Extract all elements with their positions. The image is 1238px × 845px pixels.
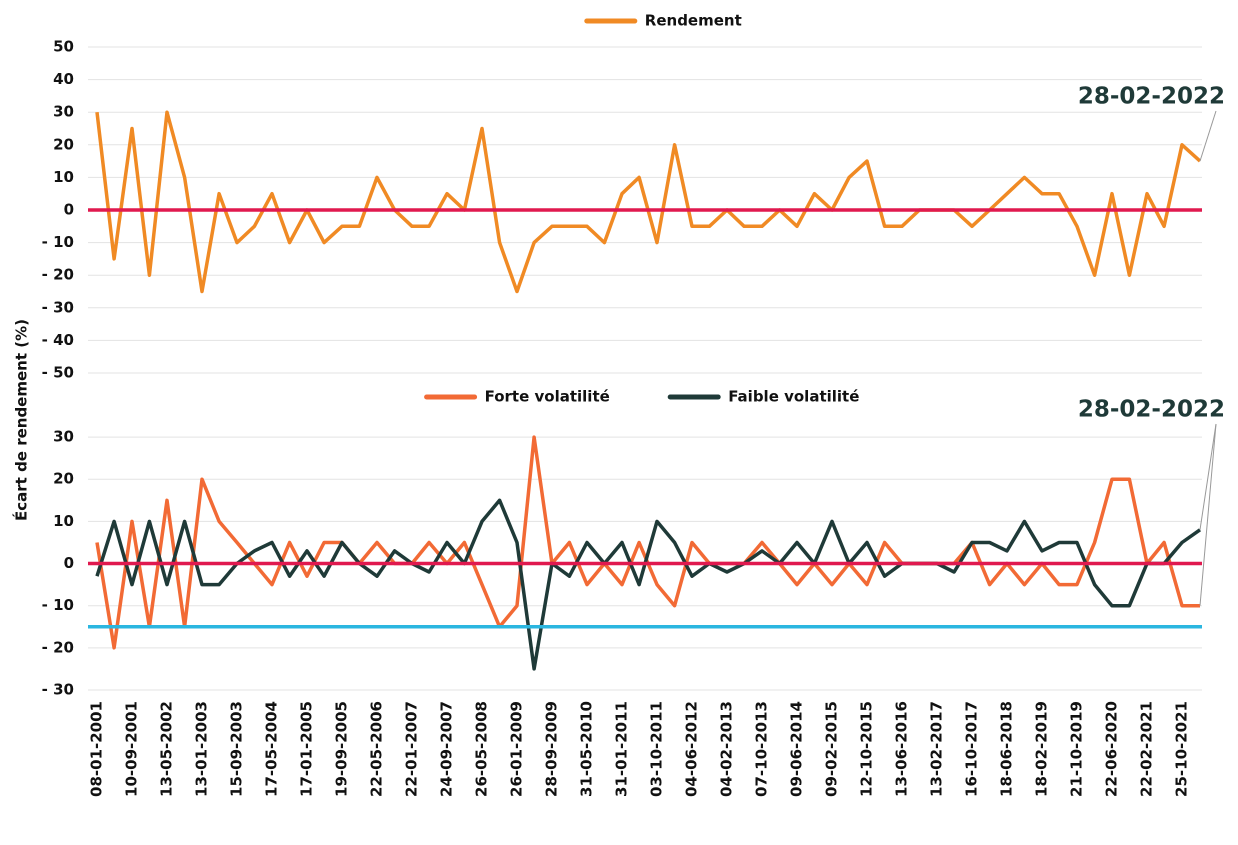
y-tick-label: 20 [53, 135, 74, 153]
x-tick-label: 22-02-2021 [1138, 701, 1156, 797]
legend-label: Rendement [645, 12, 742, 30]
y-tick-label: 10 [53, 512, 74, 530]
x-tick-label: 18-06-2018 [998, 701, 1016, 797]
y-tick-label: 40 [53, 70, 74, 88]
x-tick-label: 12-10-2015 [858, 701, 876, 797]
x-tick-label: 19-09-2005 [333, 701, 351, 797]
annotation-leader [1199, 423, 1217, 606]
x-tick-label: 26-05-2008 [473, 701, 491, 797]
x-tick-label: 22-06-2020 [1103, 701, 1121, 797]
y-tick-label: - 30 [42, 681, 74, 699]
x-tick-label: 31-05-2010 [578, 701, 596, 797]
x-tick-label: 17-01-2005 [298, 701, 316, 797]
y-tick-label: - 10 [42, 233, 74, 251]
x-tick-label: 31-01-2011 [613, 701, 631, 797]
annotation: 28-02-2022 [1078, 397, 1225, 423]
y-tick-label: 0 [64, 201, 74, 219]
y-tick-label: - 20 [42, 638, 74, 656]
x-tick-label: 15-09-2003 [228, 701, 246, 797]
x-tick-label: 04-06-2012 [683, 701, 701, 797]
x-tick-label: 04-02-2013 [718, 701, 736, 797]
y-tick-label: 30 [53, 428, 74, 446]
annotation-leader [1199, 423, 1217, 530]
annotation: 28-02-2022 [1078, 84, 1225, 110]
y-tick-label: 20 [53, 470, 74, 488]
x-tick-label: 18-02-2019 [1033, 701, 1051, 797]
x-tick-label: 09-06-2014 [788, 701, 806, 797]
x-tick-label: 21-10-2019 [1068, 701, 1086, 797]
x-tick-label: 03-10-2011 [648, 701, 666, 797]
annotation-leader [1199, 110, 1217, 162]
x-tick-label: 13-06-2016 [893, 701, 911, 797]
y-tick-label: - 20 [42, 266, 74, 284]
legend-label: Faible volatilité [728, 388, 859, 406]
legend-label: Forte volatilité [485, 388, 610, 406]
x-tick-label: 07-10-2013 [753, 701, 771, 797]
y-tick-label: - 50 [42, 364, 74, 382]
x-tick-label: 13-05-2002 [158, 701, 176, 797]
y-tick-label: 0 [64, 554, 74, 572]
y-axis-label: Écart de rendement (%) [12, 319, 31, 521]
x-tick-label: 16-10-2017 [963, 701, 981, 797]
y-tick-label: - 30 [42, 298, 74, 316]
x-tick-label: 10-09-2001 [123, 701, 141, 797]
x-tick-label: 13-02-2017 [928, 701, 946, 797]
x-tick-label: 09-02-2015 [823, 701, 841, 797]
x-tick-label: 26-01-2009 [508, 701, 526, 797]
x-tick-label: 28-09-2009 [543, 701, 561, 797]
series-line [95, 110, 1202, 294]
x-tick-label: 22-01-2007 [403, 701, 421, 797]
y-tick-label: 10 [53, 168, 74, 186]
y-tick-label: - 40 [42, 331, 74, 349]
y-tick-label: - 10 [42, 596, 74, 614]
y-tick-label: 30 [53, 103, 74, 121]
x-tick-label: 08-01-2001 [88, 701, 106, 797]
series-line [95, 435, 1200, 650]
x-tick-label: 24-09-2007 [438, 701, 456, 797]
x-tick-label: 25-10-2021 [1173, 701, 1191, 797]
y-tick-label: 50 [53, 38, 74, 56]
x-tick-label: 13-01-2003 [193, 701, 211, 797]
x-tick-label: 22-05-2006 [368, 701, 386, 797]
series-line [95, 498, 1202, 671]
x-tick-label: 17-05-2004 [263, 701, 281, 797]
